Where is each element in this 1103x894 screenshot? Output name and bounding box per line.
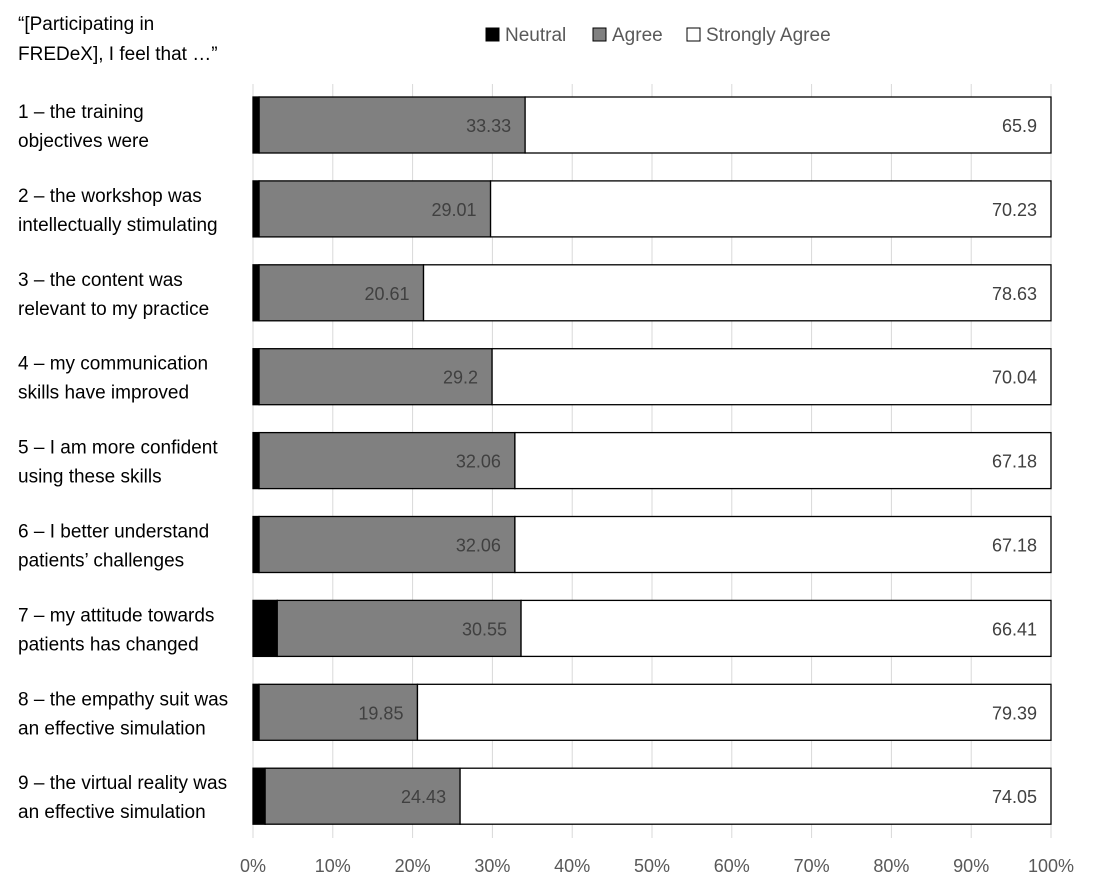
x-tick-label: 100% [1028, 856, 1074, 876]
data-label: 70.23 [992, 200, 1037, 220]
data-label: 20.61 [364, 284, 409, 304]
data-label: 33.33 [466, 116, 511, 136]
bar-segment [524, 96, 1052, 154]
category-label: patients has changed [18, 634, 199, 655]
bar-segment [252, 683, 260, 741]
bar-segment [416, 683, 1052, 741]
category-label: 7 – my attitude towards [18, 605, 214, 626]
category-label: 1 – the training [18, 102, 144, 123]
legend: Neutral Agree Strongly Agree [485, 25, 831, 46]
category-label: an effective simulation [18, 802, 206, 823]
data-labels: 33.33 65.9 29.01 70.23 20.61 78.63 29.2 70.04 32… [358, 116, 1037, 807]
category-label: 9 – the virtual reality was [18, 773, 227, 794]
bar-segment [489, 180, 1052, 238]
bar-segment [520, 599, 1052, 658]
category-label: 3 – the content was [18, 270, 183, 291]
category-label: 4 – my communication [18, 354, 208, 375]
category-label: skills have improved [18, 383, 189, 404]
category-label: an effective simulation [18, 718, 206, 739]
header-line-1: “[Participating in [18, 14, 154, 35]
bar-segment [491, 348, 1052, 406]
bar-segment [252, 264, 260, 322]
data-label: 29.01 [432, 200, 477, 220]
data-label: 74.05 [992, 787, 1037, 807]
legend-swatch [592, 27, 607, 42]
bar-segment [252, 431, 260, 490]
legend-swatch [686, 27, 701, 42]
bars [252, 96, 1052, 825]
x-tick-label: 20% [395, 856, 431, 876]
bar-segment [258, 96, 526, 154]
x-tick-label: 30% [474, 856, 510, 876]
legend-label: Strongly Agree [706, 25, 831, 46]
x-tick-label: 80% [873, 856, 909, 876]
bar-segment [258, 431, 516, 490]
x-tick-label: 90% [953, 856, 989, 876]
data-label: 29.2 [443, 368, 478, 388]
x-tick-label: 60% [714, 856, 750, 876]
data-label: 67.18 [992, 452, 1037, 472]
x-tick-label: 70% [794, 856, 830, 876]
data-label: 30.55 [462, 619, 507, 639]
legend-swatch [485, 27, 500, 42]
bar-segment [258, 180, 492, 238]
bar-segment [514, 431, 1052, 490]
legend-label: Agree [612, 25, 663, 46]
x-tick-label: 0% [240, 856, 266, 876]
bar-segment [252, 180, 260, 238]
category-label: using these skills [18, 467, 162, 488]
category-label: 8 – the empathy suit was [18, 689, 228, 710]
category-label: 2 – the workshop was [18, 186, 202, 207]
data-label: 78.63 [992, 284, 1037, 304]
bar-segment [258, 348, 493, 406]
bar-segment [252, 599, 278, 658]
category-label: 6 – I better understand [18, 522, 209, 543]
category-label: objectives were [18, 131, 149, 152]
bar-segment [258, 264, 425, 322]
data-label: 19.85 [358, 703, 403, 723]
x-axis-ticks: 0% 10% 20% 30% 40% 50% 60% 70% 80% 90% 100% [240, 856, 1074, 876]
chart-header: “[Participating in FREDeX], I feel that … [18, 14, 218, 65]
bar-segment [252, 96, 260, 154]
bar-segment [459, 767, 1052, 825]
bar-segment [252, 515, 260, 574]
x-tick-label: 50% [634, 856, 670, 876]
bar-segment [258, 683, 419, 741]
category-label: relevant to my practice [18, 299, 209, 320]
bar-segment [258, 515, 516, 574]
data-label: 24.43 [401, 787, 446, 807]
data-label: 79.39 [992, 703, 1037, 723]
category-labels: 1 – the training objectives were 2 – the w… [18, 102, 228, 823]
bar-segment [276, 599, 522, 658]
category-label: 5 – I am more confident [18, 438, 218, 459]
bar-segment [252, 348, 260, 406]
x-tick-label: 10% [315, 856, 351, 876]
header-line-2: FREDeX], I feel that …” [18, 44, 218, 65]
data-label: 32.06 [456, 452, 501, 472]
data-label: 66.41 [992, 619, 1037, 639]
data-label: 32.06 [456, 536, 501, 556]
bar-segment [422, 264, 1052, 322]
data-label: 65.9 [1002, 116, 1037, 136]
category-label: intellectually stimulating [18, 215, 218, 236]
legend-label: Neutral [505, 25, 566, 46]
data-label: 67.18 [992, 536, 1037, 556]
x-tick-label: 40% [554, 856, 590, 876]
category-label: patients’ challenges [18, 551, 184, 572]
data-label: 70.04 [992, 368, 1037, 388]
bar-segment [252, 767, 266, 825]
bar-segment [514, 515, 1052, 574]
